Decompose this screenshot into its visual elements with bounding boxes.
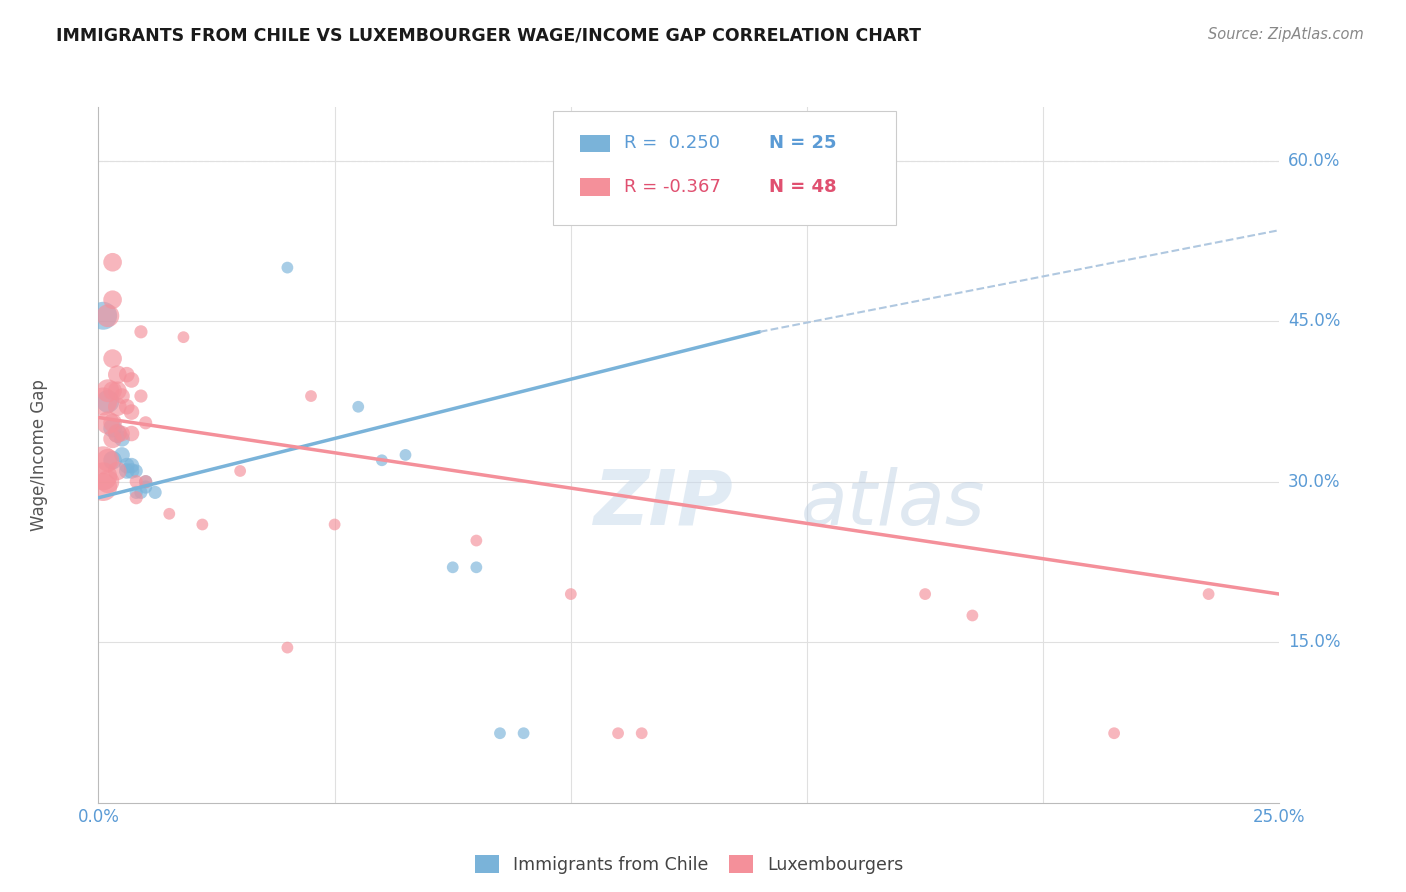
Point (135, 475, 157, 489)
Point (135, 475, 157, 489)
Point (371, 453, 394, 467)
Point (465, 560, 488, 574)
Point (299, 389, 322, 403)
Text: atlas: atlas (801, 467, 986, 541)
Point (101, 351, 124, 366)
Point (111, 432, 134, 446)
Point (101, 384, 124, 398)
Point (125, 485, 148, 500)
Point (229, 464, 252, 478)
Text: R =  0.250: R = 0.250 (624, 134, 720, 153)
Point (191, 517, 214, 532)
Point (105, 400, 128, 414)
Point (630, 726, 652, 740)
Point (121, 373, 143, 387)
Point (105, 426, 128, 441)
Point (121, 426, 143, 441)
Point (101, 453, 124, 467)
Point (276, 260, 298, 275)
Point (115, 368, 138, 382)
Point (101, 421, 124, 435)
Text: 45.0%: 45.0% (1288, 312, 1340, 330)
Point (121, 405, 143, 419)
Point (125, 475, 148, 489)
Point (560, 587, 582, 601)
Point (914, 587, 936, 601)
Point (347, 400, 370, 414)
Point (91, 469, 114, 483)
FancyBboxPatch shape (581, 135, 610, 152)
Point (97, 394, 120, 409)
Point (157, 507, 180, 521)
Point (105, 384, 128, 398)
FancyBboxPatch shape (553, 111, 896, 226)
Point (489, 726, 512, 740)
Point (323, 517, 346, 532)
Text: ZIP: ZIP (595, 467, 734, 541)
Point (125, 491, 148, 505)
Point (97, 384, 120, 398)
Point (394, 448, 416, 462)
Point (115, 400, 138, 414)
Point (111, 448, 134, 462)
Point (115, 464, 138, 478)
Point (465, 533, 488, 548)
Point (105, 426, 128, 441)
Point (97, 475, 120, 489)
Point (1102, 726, 1125, 740)
Text: 60.0%: 60.0% (1288, 152, 1340, 169)
Point (105, 368, 128, 382)
Point (105, 464, 128, 478)
Text: IMMIGRANTS FROM CHILE VS LUXEMBOURGER WAGE/INCOME GAP CORRELATION CHART: IMMIGRANTS FROM CHILE VS LUXEMBOURGER WA… (56, 27, 921, 45)
Point (91, 309, 114, 323)
Text: Wage/Income Gap: Wage/Income Gap (31, 379, 48, 531)
Point (129, 389, 152, 403)
Text: 15.0%: 15.0% (1288, 633, 1340, 651)
Point (129, 485, 152, 500)
Point (101, 293, 124, 307)
Point (97, 453, 120, 467)
FancyBboxPatch shape (581, 178, 610, 195)
Point (121, 464, 143, 478)
Point (135, 480, 157, 494)
Point (121, 458, 143, 473)
Point (111, 426, 134, 441)
Point (1198, 587, 1220, 601)
Point (129, 325, 152, 339)
Point (97, 309, 120, 323)
Text: 30.0%: 30.0% (1288, 473, 1340, 491)
Point (101, 255, 124, 269)
Point (143, 485, 166, 500)
Point (512, 726, 534, 740)
Point (115, 458, 138, 473)
Point (441, 560, 464, 574)
Text: Source: ZipAtlas.com: Source: ZipAtlas.com (1208, 27, 1364, 42)
Point (607, 726, 630, 740)
Point (91, 480, 114, 494)
Point (91, 453, 114, 467)
Point (135, 416, 157, 430)
Point (101, 432, 124, 446)
Point (172, 330, 194, 344)
Point (101, 416, 124, 430)
Legend: Immigrants from Chile, Luxembourgers: Immigrants from Chile, Luxembourgers (474, 855, 904, 874)
Point (91, 394, 114, 409)
Text: N = 25: N = 25 (769, 134, 837, 153)
Point (111, 389, 134, 403)
Point (276, 640, 298, 655)
Point (962, 608, 984, 623)
Point (125, 464, 148, 478)
Text: N = 48: N = 48 (769, 178, 837, 196)
Text: R = -0.367: R = -0.367 (624, 178, 721, 196)
Point (97, 416, 120, 430)
